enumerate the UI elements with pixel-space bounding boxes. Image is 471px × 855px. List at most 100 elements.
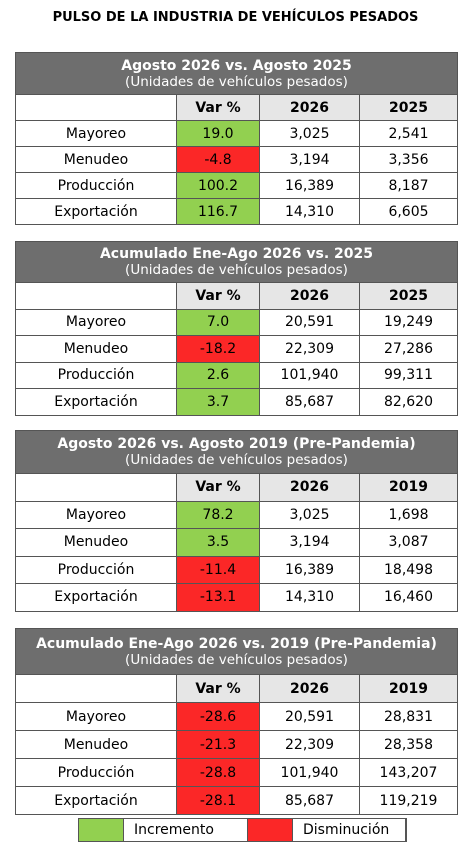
row-label: Mayoreo bbox=[65, 708, 127, 725]
variation-cell: 116.7 bbox=[176, 199, 259, 224]
table-row: Menudeo 3.5 3,194 3,087 bbox=[16, 528, 457, 556]
row-label: Menudeo bbox=[63, 736, 129, 753]
row-label: Mayoreo bbox=[65, 314, 127, 331]
column-header: 2025 bbox=[359, 283, 457, 309]
variation-cell: -4.8 bbox=[176, 147, 259, 172]
column-header: 2019 bbox=[359, 675, 457, 702]
variation-cell: 19.0 bbox=[176, 121, 259, 146]
row-label: Producción bbox=[57, 177, 135, 194]
row-label: Exportación bbox=[54, 589, 138, 606]
variation-cell: -28.8 bbox=[176, 759, 259, 786]
summary-table: Acumulado Ene-Ago 2026 vs. 2025 (Unidades… bbox=[15, 241, 458, 416]
table-title: Acumulado Ene-Ago 2026 vs. 2019 (Pre-Pan… bbox=[36, 635, 437, 652]
column-header: 2019 bbox=[359, 474, 457, 501]
row-label: Mayoreo bbox=[65, 125, 127, 142]
legend-label: Disminución bbox=[293, 819, 406, 841]
table-row: Menudeo -21.3 22,309 28,358 bbox=[16, 730, 457, 758]
variation-cell: 3.7 bbox=[176, 389, 259, 415]
value-cell: 14,310 bbox=[259, 199, 359, 224]
table-row: Menudeo -18.2 22,309 27,286 bbox=[16, 335, 457, 362]
column-header-row: Var % 2026 2025 bbox=[16, 282, 457, 309]
variation-cell: -13.1 bbox=[176, 584, 259, 611]
legend-swatch bbox=[248, 819, 293, 841]
summary-table: Agosto 2026 vs. Agosto 2025 (Unidades de … bbox=[15, 52, 458, 225]
value-cell: 101,940 bbox=[259, 362, 359, 388]
table-row: Mayoreo 19.0 3,025 2,541 bbox=[16, 120, 457, 146]
value-cell: 1,698 bbox=[359, 501, 457, 528]
variation-cell: -18.2 bbox=[176, 336, 259, 362]
value-cell: 28,831 bbox=[359, 703, 457, 730]
column-header: 2026 bbox=[259, 95, 359, 120]
value-cell: 22,309 bbox=[259, 731, 359, 758]
header-cell bbox=[16, 474, 176, 501]
value-cell: 14,310 bbox=[259, 584, 359, 611]
table-row: Producción -28.8 101,940 143,207 bbox=[16, 758, 457, 786]
variation-cell: -28.1 bbox=[176, 787, 259, 814]
column-header-row: Var % 2026 2019 bbox=[16, 674, 457, 702]
value-cell: 99,311 bbox=[359, 362, 457, 388]
value-cell: 19,249 bbox=[359, 309, 457, 335]
table-row: Exportación 116.7 14,310 6,605 bbox=[16, 198, 457, 224]
value-cell: 101,940 bbox=[259, 759, 359, 786]
table-subtitle: (Unidades de vehículos pesados) bbox=[125, 73, 348, 90]
value-cell: 3,025 bbox=[259, 501, 359, 528]
column-header: Var % bbox=[176, 95, 259, 120]
header-cell bbox=[16, 283, 176, 309]
value-cell: 85,687 bbox=[259, 787, 359, 814]
row-label: Exportación bbox=[54, 203, 138, 220]
variation-cell: -28.6 bbox=[176, 703, 259, 730]
legend-swatch bbox=[79, 819, 124, 841]
row-label: Menudeo bbox=[63, 151, 129, 168]
page-title: PULSO DE LA INDUSTRIA DE VEHÍCULOS PESAD… bbox=[52, 10, 419, 25]
table-subtitle: (Unidades de vehículos pesados) bbox=[125, 262, 348, 278]
value-cell: 28,358 bbox=[359, 731, 457, 758]
table-title: Agosto 2026 vs. Agosto 2019 (Pre-Pandemi… bbox=[57, 436, 416, 452]
value-cell: 8,187 bbox=[359, 173, 457, 198]
value-cell: 27,286 bbox=[359, 336, 457, 362]
table-row: Exportación -13.1 14,310 16,460 bbox=[16, 583, 457, 611]
table-subtitle: (Unidades de vehículos pesados) bbox=[125, 452, 348, 468]
table-header: Agosto 2026 vs. Agosto 2025 (Unidades de … bbox=[16, 53, 457, 94]
legend-label: Incremento bbox=[124, 819, 248, 841]
row-label: Producción bbox=[57, 367, 135, 384]
column-header: 2025 bbox=[359, 95, 457, 120]
value-cell: 6,605 bbox=[359, 199, 457, 224]
column-header-row: Var % 2026 2019 bbox=[16, 473, 457, 501]
table-row: Exportación 3.7 85,687 82,620 bbox=[16, 388, 457, 415]
value-cell: 20,591 bbox=[259, 309, 359, 335]
value-cell: 2,541 bbox=[359, 121, 457, 146]
column-header-row: Var % 2026 2025 bbox=[16, 94, 457, 120]
variation-cell: 2.6 bbox=[176, 362, 259, 388]
column-header: 2026 bbox=[259, 474, 359, 501]
table-row: Producción 2.6 101,940 99,311 bbox=[16, 361, 457, 388]
table-header: Acumulado Ene-Ago 2026 vs. 2019 (Pre-Pan… bbox=[16, 629, 457, 674]
value-cell: 3,356 bbox=[359, 147, 457, 172]
table-row: Exportación -28.1 85,687 119,219 bbox=[16, 786, 457, 814]
value-cell: 20,591 bbox=[259, 703, 359, 730]
table-subtitle: (Unidades de vehículos pesados) bbox=[125, 651, 348, 668]
value-cell: 3,194 bbox=[259, 529, 359, 556]
row-label: Producción bbox=[57, 764, 135, 781]
table-row: Mayoreo 78.2 3,025 1,698 bbox=[16, 500, 457, 528]
header-cell bbox=[16, 675, 176, 702]
column-header: 2026 bbox=[259, 283, 359, 309]
table-header: Acumulado Ene-Ago 2026 vs. 2025 (Unidades… bbox=[16, 242, 457, 282]
row-label: Menudeo bbox=[63, 340, 129, 357]
table-row: Mayoreo -28.6 20,591 28,831 bbox=[16, 702, 457, 730]
row-label: Exportación bbox=[54, 792, 138, 809]
variation-cell: 78.2 bbox=[176, 501, 259, 528]
column-header: Var % bbox=[176, 283, 259, 309]
value-cell: 85,687 bbox=[259, 389, 359, 415]
variation-cell: -21.3 bbox=[176, 731, 259, 758]
header-cell bbox=[16, 95, 176, 120]
value-cell: 3,087 bbox=[359, 529, 457, 556]
table-title: Agosto 2026 vs. Agosto 2025 bbox=[121, 57, 352, 74]
variation-cell: 7.0 bbox=[176, 309, 259, 335]
variation-cell: -11.4 bbox=[176, 556, 259, 583]
value-cell: 143,207 bbox=[359, 759, 457, 786]
value-cell: 22,309 bbox=[259, 336, 359, 362]
value-cell: 18,498 bbox=[359, 556, 457, 583]
table-row: Menudeo -4.8 3,194 3,356 bbox=[16, 146, 457, 172]
row-label: Exportación bbox=[54, 393, 138, 410]
